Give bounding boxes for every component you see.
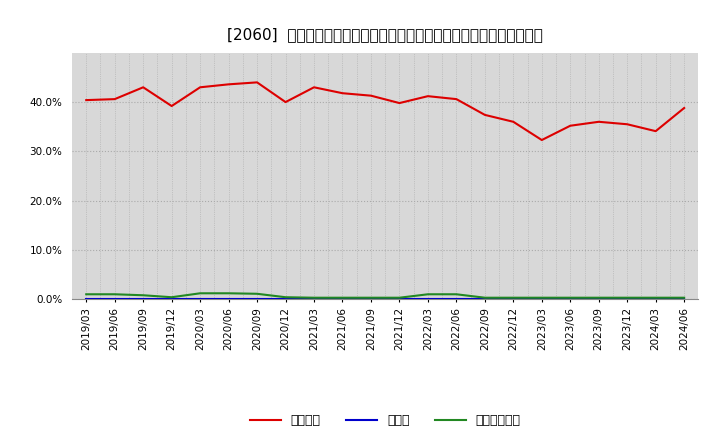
- 自己資本: [452, 96, 461, 102]
- 繰延税金資産: [566, 295, 575, 301]
- Legend: 自己資本, のれん, 繰延税金資産: 自己資本, のれん, 繰延税金資産: [245, 409, 526, 432]
- のれん: [537, 297, 546, 302]
- 繰延税金資産: [338, 295, 347, 301]
- 繰延税金資産: [196, 291, 204, 296]
- 繰延税金資産: [167, 295, 176, 300]
- のれん: [253, 297, 261, 302]
- 自己資本: [253, 80, 261, 85]
- 自己資本: [225, 82, 233, 87]
- のれん: [652, 297, 660, 302]
- 繰延税金資産: [395, 295, 404, 301]
- 繰延税金資産: [366, 295, 375, 301]
- 繰延税金資産: [509, 295, 518, 301]
- のれん: [139, 297, 148, 302]
- 繰延税金資産: [310, 295, 318, 301]
- 自己資本: [395, 100, 404, 106]
- Title: [2060]  自己資本、のれん、繰延税金資産の総資産に対する比率の推移: [2060] 自己資本、のれん、繰延税金資産の総資産に対する比率の推移: [228, 27, 543, 42]
- Line: 自己資本: 自己資本: [86, 82, 684, 140]
- 自己資本: [480, 112, 489, 117]
- のれん: [310, 297, 318, 302]
- 自己資本: [282, 99, 290, 105]
- のれん: [595, 297, 603, 302]
- 自己資本: [338, 91, 347, 96]
- 自己資本: [82, 98, 91, 103]
- 繰延税金資産: [537, 295, 546, 301]
- のれん: [110, 297, 119, 302]
- のれん: [423, 297, 432, 302]
- 繰延税金資産: [110, 292, 119, 297]
- のれん: [282, 297, 290, 302]
- のれん: [338, 297, 347, 302]
- のれん: [480, 297, 489, 302]
- 繰延税金資産: [595, 295, 603, 301]
- のれん: [623, 297, 631, 302]
- のれん: [509, 297, 518, 302]
- 自己資本: [652, 128, 660, 134]
- のれん: [452, 297, 461, 302]
- 繰延税金資産: [225, 291, 233, 296]
- 繰延税金資産: [423, 292, 432, 297]
- 自己資本: [167, 103, 176, 109]
- のれん: [196, 297, 204, 302]
- 自己資本: [110, 96, 119, 102]
- 自己資本: [595, 119, 603, 125]
- 繰延税金資産: [139, 293, 148, 298]
- のれん: [225, 297, 233, 302]
- 自己資本: [139, 84, 148, 90]
- 繰延税金資産: [623, 295, 631, 301]
- 繰延税金資産: [680, 295, 688, 301]
- のれん: [82, 297, 91, 302]
- 自己資本: [366, 93, 375, 98]
- 繰延税金資産: [282, 295, 290, 300]
- のれん: [566, 297, 575, 302]
- 自己資本: [623, 121, 631, 127]
- のれん: [366, 297, 375, 302]
- 自己資本: [310, 84, 318, 90]
- 繰延税金資産: [652, 295, 660, 301]
- 自己資本: [537, 137, 546, 143]
- 自己資本: [566, 123, 575, 128]
- 繰延税金資産: [480, 295, 489, 301]
- のれん: [395, 297, 404, 302]
- 自己資本: [196, 84, 204, 90]
- のれん: [680, 297, 688, 302]
- のれん: [167, 297, 176, 302]
- 自己資本: [680, 105, 688, 110]
- 繰延税金資産: [253, 291, 261, 297]
- Line: 繰延税金資産: 繰延税金資産: [86, 293, 684, 298]
- 自己資本: [509, 119, 518, 125]
- 繰延税金資産: [452, 292, 461, 297]
- 自己資本: [423, 94, 432, 99]
- 繰延税金資産: [82, 292, 91, 297]
